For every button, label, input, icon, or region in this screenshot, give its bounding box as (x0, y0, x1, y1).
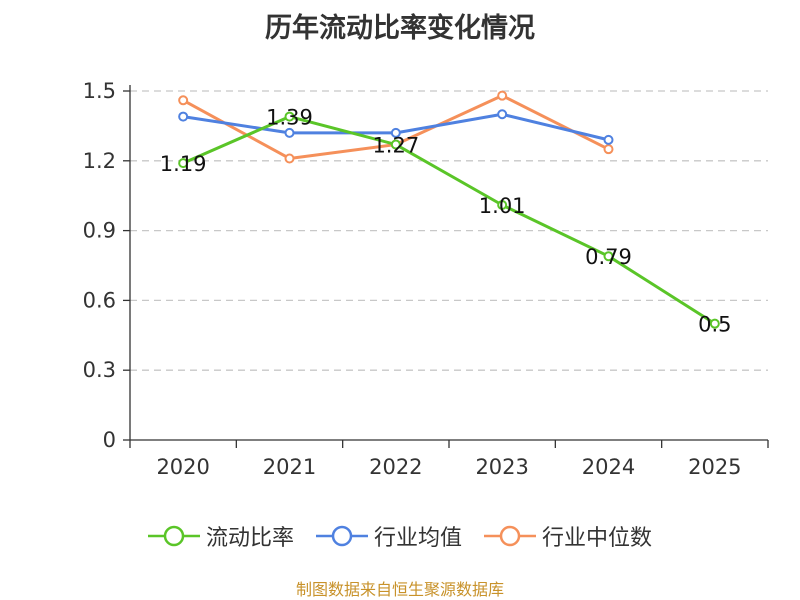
x-tick-label: 2020 (156, 455, 209, 479)
data-point (497, 109, 508, 120)
data-label: 1.19 (160, 152, 207, 176)
data-label: 1.27 (372, 134, 419, 158)
y-tick-label: 0 (103, 428, 116, 452)
x-tick-label: 2023 (475, 455, 528, 479)
legend-item-industry-median[interactable]: 行业中位数 (484, 520, 652, 552)
data-point (284, 127, 295, 138)
data-point (284, 111, 295, 122)
data-point (603, 251, 614, 262)
y-tick-label: 0.3 (83, 358, 116, 382)
legend-swatch-current-ratio-icon (147, 525, 200, 547)
data-point (709, 318, 720, 329)
data-label: 0.5 (698, 313, 731, 337)
legend: 流动比率 行业均值 行业中位数 (0, 520, 800, 552)
x-tick-label: 2021 (263, 455, 316, 479)
data-point (178, 111, 189, 122)
data-label: 0.79 (585, 245, 632, 269)
legend-swatch-industry-median-icon (484, 525, 536, 547)
gridlines (130, 90, 768, 371)
data-point (603, 144, 614, 155)
legend-swatch-industry-mean-icon (315, 525, 368, 547)
y-tick-label: 1.2 (83, 149, 116, 173)
x-tick-label: 2024 (582, 455, 635, 479)
data-labels: 1.19 1.39 1.27 1.01 0.79 0.5 (160, 106, 732, 337)
data-point (390, 127, 401, 138)
data-label: 1.01 (479, 194, 526, 218)
axes: 0 0.3 0.6 0.9 1.2 1.5 2020 2021 2022 2023 2024 2025 (83, 79, 769, 479)
data-point (284, 153, 295, 164)
y-tick-label: 0.6 (83, 288, 116, 312)
series-lines (178, 90, 720, 329)
y-tick-label: 0.9 (83, 219, 116, 243)
x-tick-label: 2025 (688, 455, 741, 479)
data-point (178, 158, 189, 169)
legend-label: 行业均值 (373, 526, 462, 551)
data-point (390, 139, 401, 150)
data-point (178, 95, 189, 106)
source-note: 制图数据来自恒生聚源数据库 (295, 580, 504, 599)
legend-label: 流动比率 (205, 526, 294, 551)
data-point (497, 90, 508, 101)
data-point (603, 134, 614, 145)
x-tick-label: 2022 (369, 455, 422, 479)
legend-label: 行业中位数 (542, 526, 653, 551)
legend-item-current-ratio[interactable]: 流动比率 (147, 520, 294, 552)
data-point (497, 200, 508, 211)
legend-item-industry-mean[interactable]: 行业均值 (315, 520, 462, 552)
series-line-0 (182, 115, 716, 325)
y-tick-label: 1.5 (83, 79, 116, 103)
data-label: 1.39 (266, 106, 313, 130)
chart-title: 历年流动比率变化情况 (265, 13, 535, 44)
